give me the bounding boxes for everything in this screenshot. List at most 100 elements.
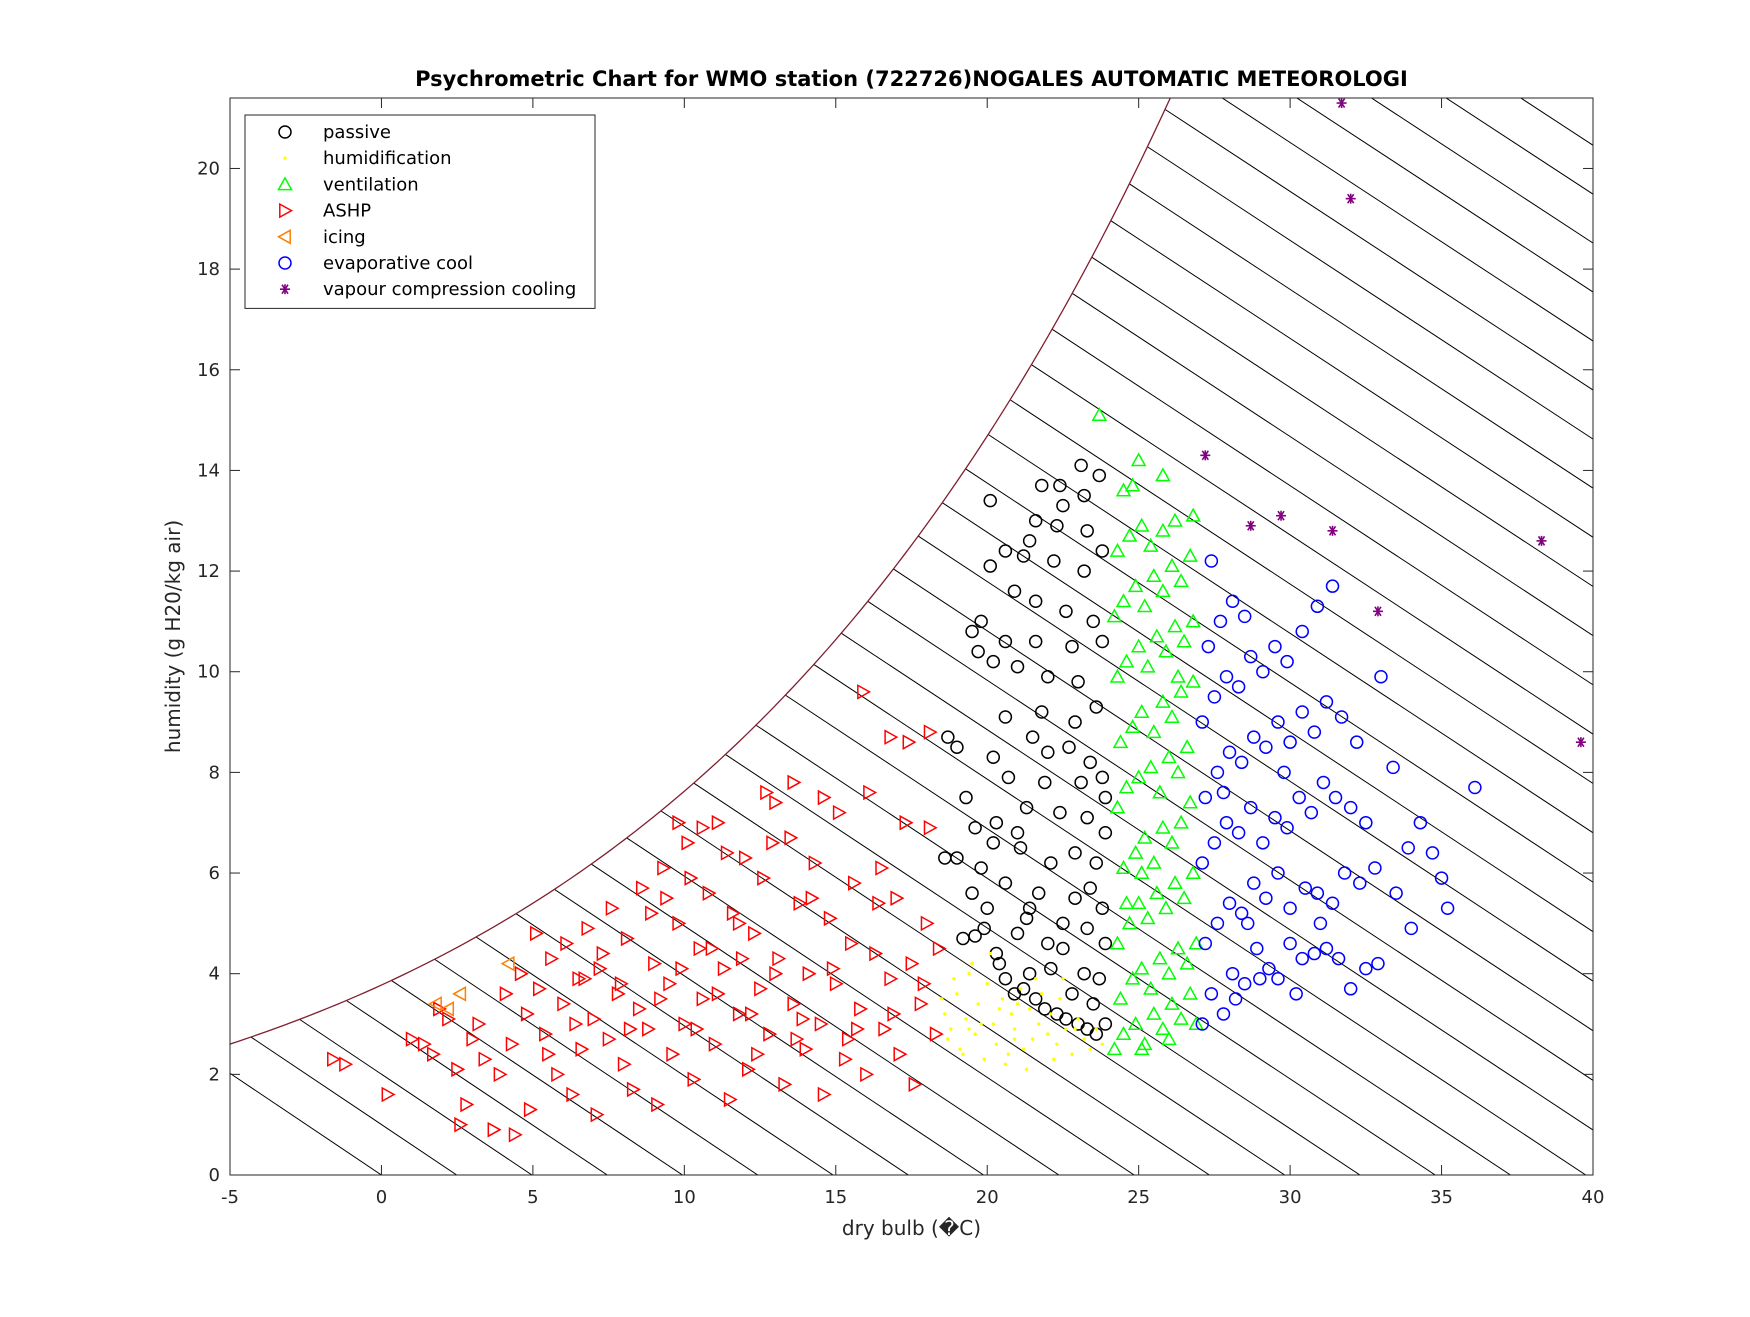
data-point: [1413, 815, 1428, 830]
data-point: [838, 1051, 853, 1068]
data-point: [1149, 885, 1165, 900]
data-point: [1575, 737, 1586, 748]
data-point: [651, 1096, 666, 1113]
data-point: [848, 875, 862, 891]
data-point: [994, 1042, 999, 1046]
data-point: [1127, 1015, 1144, 1030]
legend-marker: [278, 125, 292, 139]
data-point: [440, 1001, 455, 1017]
data-point: [989, 815, 1004, 830]
data-point: [1038, 1002, 1052, 1016]
data-point: [1253, 971, 1267, 986]
data-point: [1146, 854, 1162, 869]
data-point: [1080, 810, 1094, 825]
data-point: [998, 710, 1013, 724]
data-point: [938, 851, 952, 865]
data-point: [478, 1051, 493, 1068]
data-point: [1337, 866, 1352, 880]
data-point: [1298, 881, 1313, 895]
data-point: [1310, 599, 1325, 614]
data-point: [1204, 554, 1219, 568]
data-point: [983, 559, 998, 573]
data-point: [1440, 901, 1455, 916]
data-point: [1019, 911, 1034, 926]
data-point: [1271, 866, 1285, 880]
data-point: [1038, 775, 1052, 790]
data-point: [417, 1036, 432, 1052]
data-point: [932, 940, 947, 957]
enthalpy-line: [1129, 183, 1593, 489]
enthalpy-line: [1519, 98, 1593, 146]
data-point: [1021, 1047, 1026, 1051]
data-point: [1065, 639, 1079, 654]
data-point: [1077, 564, 1091, 578]
enthalpy-line: [1295, 98, 1593, 293]
x-axis-label: dry bulb (�C): [842, 1216, 981, 1240]
data-point: [1053, 478, 1067, 493]
data-point: [817, 1086, 832, 1103]
data-point: [1068, 715, 1082, 729]
data-point: [1077, 488, 1091, 503]
data-point: [1271, 715, 1285, 729]
data-point: [1185, 507, 1201, 522]
enthalpy-line: [1051, 328, 1593, 686]
data-point: [569, 1016, 584, 1032]
data-point: [452, 986, 467, 1002]
legend-box: [244, 114, 596, 309]
data-point: [991, 1022, 995, 1026]
data-point: [1155, 522, 1171, 537]
data-point: [1222, 896, 1237, 910]
data-point: [1031, 886, 1046, 900]
data-point: [1247, 730, 1261, 744]
data-point: [902, 734, 917, 750]
data-point: [1155, 819, 1171, 834]
data-point: [965, 624, 979, 639]
data-point: [1304, 805, 1319, 820]
data-point: [1098, 826, 1113, 840]
data-point: [1173, 814, 1189, 829]
data-point: [590, 1106, 605, 1123]
data-point: [1086, 614, 1100, 629]
enthalpy-line: [475, 936, 834, 1175]
data-point: [923, 724, 938, 740]
data-point: [1276, 510, 1287, 521]
data-point: [1336, 98, 1347, 109]
data-point: [983, 493, 998, 508]
data-point: [1161, 965, 1177, 980]
data-point: [672, 814, 687, 831]
data-point: [1195, 715, 1210, 729]
series-icing: [427, 955, 515, 1017]
data-point: [890, 890, 905, 906]
data-point: [760, 784, 775, 801]
data-point: [940, 997, 944, 1001]
data-point: [1089, 700, 1104, 714]
data-point: [1170, 940, 1186, 955]
data-point: [1207, 836, 1222, 850]
data-point: [1268, 810, 1282, 825]
data-point: [1046, 1032, 1050, 1036]
enthalpy-line: [554, 888, 984, 1175]
data-point: [778, 1076, 793, 1093]
data-point: [587, 1011, 602, 1027]
data-point: [1280, 654, 1294, 669]
data-point: [732, 915, 747, 932]
data-point: [1050, 519, 1064, 533]
data-point: [708, 1036, 723, 1052]
data-point: [808, 855, 823, 871]
data-point: [968, 820, 982, 835]
data-point: [1030, 1037, 1035, 1041]
data-point: [1077, 966, 1091, 981]
data-point: [857, 684, 872, 700]
data-point: [1109, 799, 1126, 814]
data-point: [542, 1046, 557, 1062]
data-point: [1112, 990, 1129, 1005]
data-point: [1170, 764, 1186, 779]
enthalpy-line: [346, 1000, 608, 1175]
data-point: [829, 975, 844, 992]
data-point: [1094, 1027, 1098, 1031]
series-ventilation: [1091, 407, 1204, 1056]
data-point: [381, 1086, 396, 1103]
x-tick-label: -5: [221, 1187, 239, 1208]
data-point: [772, 950, 787, 967]
data-point: [1146, 568, 1162, 583]
